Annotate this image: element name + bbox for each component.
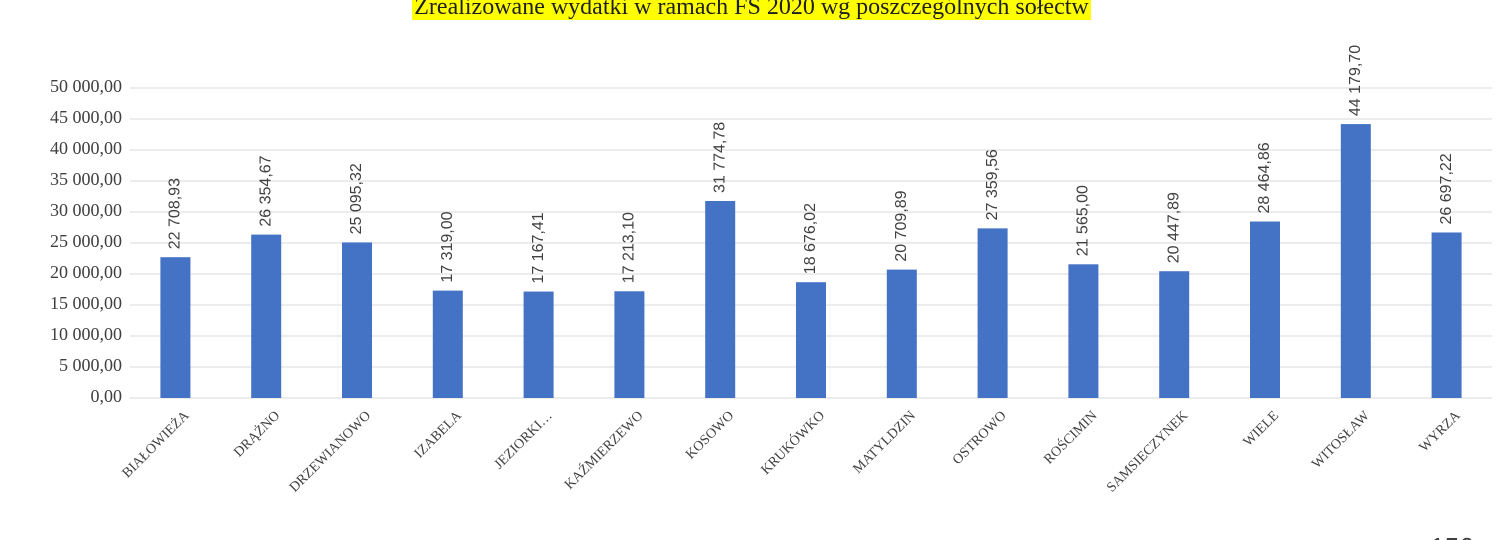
- y-tick-label: 15 000,00: [50, 293, 122, 313]
- bar: [1340, 124, 1371, 398]
- bar: [523, 291, 554, 398]
- bar: [1068, 264, 1099, 398]
- x-tick-label: SAMSIECZYNEK: [1104, 408, 1191, 495]
- value-label: 18 676,02: [802, 203, 819, 274]
- bar: [977, 228, 1008, 398]
- y-tick-label: 50 000,00: [50, 76, 122, 96]
- x-tick-label: MATYLDZIN: [851, 408, 919, 476]
- x-tick-label: WYRZA: [1417, 408, 1465, 456]
- value-label: 25 095,32: [348, 163, 365, 234]
- y-tick-label: 30 000,00: [50, 200, 122, 220]
- x-tick-label: BIAŁOWIEŻA: [119, 407, 193, 481]
- value-label: 17 167,41: [530, 212, 547, 283]
- value-label: 26 354,67: [257, 155, 274, 226]
- bar: [251, 234, 282, 398]
- value-label: 31 774,78: [711, 122, 728, 193]
- x-tick-label: JEZIORKI…: [492, 408, 556, 472]
- bar: [1250, 221, 1280, 398]
- value-label: 17 319,00: [439, 211, 456, 282]
- value-label: 27 359,56: [984, 149, 1001, 220]
- y-tick-label: 45 000,00: [50, 107, 122, 127]
- bar: [705, 200, 736, 398]
- bar: [886, 269, 917, 398]
- x-tick-label: DRĄŻNO: [231, 408, 284, 461]
- value-label: 26 697,22: [1438, 153, 1455, 224]
- x-tick-label: IZABELA: [412, 408, 466, 462]
- x-tick-label: KRUKÓWKO: [757, 407, 828, 478]
- chart-title: Zrealizowane wydatki w ramach FS 2020 wg…: [0, 0, 1503, 21]
- x-tick-label: KOSOWO: [683, 408, 737, 462]
- x-tick-label: ROŚCIMIN: [1040, 407, 1100, 467]
- page-number: 156: [1430, 532, 1473, 540]
- value-label: 17 213,10: [621, 212, 638, 283]
- bar: [160, 257, 191, 398]
- x-tick-label: KAŹMIERZEWO: [561, 407, 647, 493]
- value-label: 21 565,00: [1075, 185, 1092, 256]
- value-label: 44 179,70: [1347, 45, 1364, 116]
- x-tick-label: OSTROWO: [950, 408, 1010, 468]
- value-label: 20 709,89: [893, 190, 910, 261]
- value-label: 28 464,86: [1256, 142, 1273, 213]
- y-tick-label: 40 000,00: [50, 138, 122, 158]
- chart-title-text: Zrealizowane wydatki w ramach FS 2020 wg…: [412, 0, 1091, 20]
- y-tick-label: 20 000,00: [50, 262, 122, 282]
- value-label: 20 447,89: [1165, 192, 1182, 263]
- bar: [796, 282, 826, 398]
- bar: [614, 291, 645, 398]
- bar: [342, 242, 372, 398]
- y-tick-label: 0,00: [91, 386, 123, 406]
- y-tick-label: 25 000,00: [50, 231, 122, 251]
- x-tick-label: DRZEWIANOWO: [287, 408, 374, 495]
- x-tick-label: WITOSŁAW: [1309, 408, 1373, 472]
- y-tick-label: 35 000,00: [50, 169, 122, 189]
- x-tick-label: WIELE: [1241, 408, 1282, 449]
- value-label: 22 708,93: [167, 178, 184, 249]
- y-tick-label: 10 000,00: [50, 324, 122, 344]
- bar: [1159, 271, 1190, 398]
- bar: [432, 290, 463, 398]
- bar: [1431, 232, 1462, 398]
- y-tick-label: 5 000,00: [59, 355, 122, 375]
